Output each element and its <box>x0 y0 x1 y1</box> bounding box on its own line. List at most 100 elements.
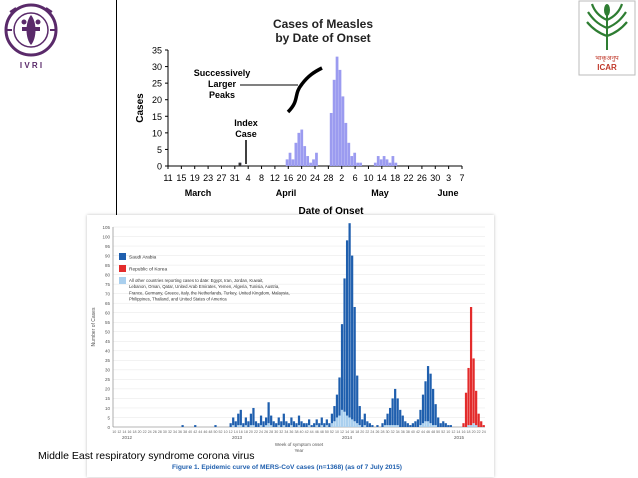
bar <box>341 96 345 166</box>
bar <box>406 423 409 427</box>
bar <box>351 255 354 420</box>
y-tick-label: 20 <box>152 95 162 105</box>
x-tick-label: 14 <box>234 430 238 434</box>
bar <box>300 421 303 427</box>
x-tick-label: 24 <box>482 430 486 434</box>
bar <box>353 307 356 422</box>
bar <box>351 419 354 427</box>
bar <box>194 425 197 427</box>
chart-title: Cases of Measles <box>273 17 373 31</box>
y-tick-label: 45 <box>105 339 111 344</box>
x-tick-label: 38 <box>183 430 187 434</box>
bar <box>386 413 389 426</box>
bar <box>363 413 366 426</box>
bar <box>318 423 321 427</box>
y-tick-label: 40 <box>105 349 111 354</box>
x-tick-label: 7 <box>459 173 464 183</box>
x-tick-label: 16 <box>350 430 354 434</box>
x-axis-label: Week of symptom onset <box>275 442 324 447</box>
bar <box>282 425 285 427</box>
bar <box>325 419 328 426</box>
bar <box>308 425 311 427</box>
legend-label-other: All other countries reporting cases to d… <box>129 278 290 302</box>
x-tick-label: 26 <box>153 430 157 434</box>
x-tick-label: 14 <box>377 173 387 183</box>
bar <box>294 142 298 166</box>
x-tick-label: 15 <box>176 173 186 183</box>
x-tick-label: 30 <box>386 430 390 434</box>
bar <box>275 423 278 427</box>
bar <box>345 240 349 416</box>
bar <box>181 425 184 427</box>
bar <box>388 162 392 166</box>
bar <box>434 425 437 427</box>
x-tick-label: 40 <box>188 430 192 434</box>
y-tick-label: 60 <box>105 311 111 316</box>
legend-swatch-saudi-arabia <box>119 253 126 260</box>
y-tick-label: 10 <box>105 406 111 411</box>
x-tick-label: 42 <box>193 430 197 434</box>
bar <box>254 421 258 427</box>
bar <box>464 392 468 427</box>
y-tick-label: 80 <box>105 272 111 277</box>
bar <box>291 159 295 166</box>
bar <box>449 425 452 427</box>
y-tick-label: 25 <box>152 79 162 89</box>
bar <box>264 425 268 427</box>
x-tick-label: 18 <box>467 430 471 434</box>
bar <box>335 56 339 166</box>
x-tick-label: 2 <box>339 173 344 183</box>
bar <box>308 419 311 426</box>
vertical-divider <box>116 0 117 215</box>
x-tick-label: 50 <box>213 430 217 434</box>
bar <box>270 415 273 426</box>
y-tick-label: 90 <box>105 253 111 258</box>
x-tick-label: 34 <box>396 430 400 434</box>
bar <box>394 388 397 426</box>
bar <box>315 419 318 426</box>
x-tick-label: 22 <box>365 430 369 434</box>
x-tick-label: 44 <box>310 430 314 434</box>
bar <box>477 413 480 427</box>
bar <box>338 415 341 427</box>
x-tick-label: 3 <box>446 173 451 183</box>
y-tick-label: 35 <box>105 358 111 363</box>
bar <box>288 152 292 166</box>
bar <box>467 367 470 426</box>
x-tick-label: 40 <box>300 430 304 434</box>
bar <box>252 425 255 427</box>
x-tick-label: 28 <box>323 173 333 183</box>
y-tick-label: 10 <box>152 128 162 138</box>
y-tick-label: 0 <box>157 162 162 172</box>
annotation-peaks-line3: Peaks <box>209 90 235 100</box>
figure-caption: Figure 1. Epidemic curve of MERS-CoV cas… <box>172 464 402 471</box>
bar <box>244 425 247 427</box>
x-tick-label: 10 <box>363 173 373 183</box>
bar <box>249 413 253 426</box>
curly-brace <box>286 66 323 114</box>
y-tick-label: 30 <box>105 368 111 373</box>
x-tick-label: 12 <box>270 173 280 183</box>
x-tick-label: 20 <box>297 173 307 183</box>
bar <box>232 425 235 427</box>
bar <box>401 415 404 427</box>
bar <box>348 223 351 418</box>
bar <box>414 421 417 427</box>
bar <box>379 159 383 166</box>
y-tick-label: 70 <box>105 291 111 296</box>
bar <box>270 425 273 427</box>
x-tick-label: 16 <box>461 430 465 434</box>
x-tick-label: 10 <box>446 430 450 434</box>
icar-wheat-icon: भाकृअनुप ICAR <box>578 0 636 76</box>
icar-hindi-text: भाकृअनुप <box>595 54 619 62</box>
bar <box>419 425 422 427</box>
bar <box>419 409 422 426</box>
x-tick-label: 30 <box>274 430 278 434</box>
ivri-seal-icon: I V R I <box>4 3 58 70</box>
annotation-peaks-line1: Successively <box>194 68 251 78</box>
bar <box>429 423 432 427</box>
y-tick-label: 85 <box>105 263 111 268</box>
bar <box>232 417 235 426</box>
bar <box>315 152 318 166</box>
